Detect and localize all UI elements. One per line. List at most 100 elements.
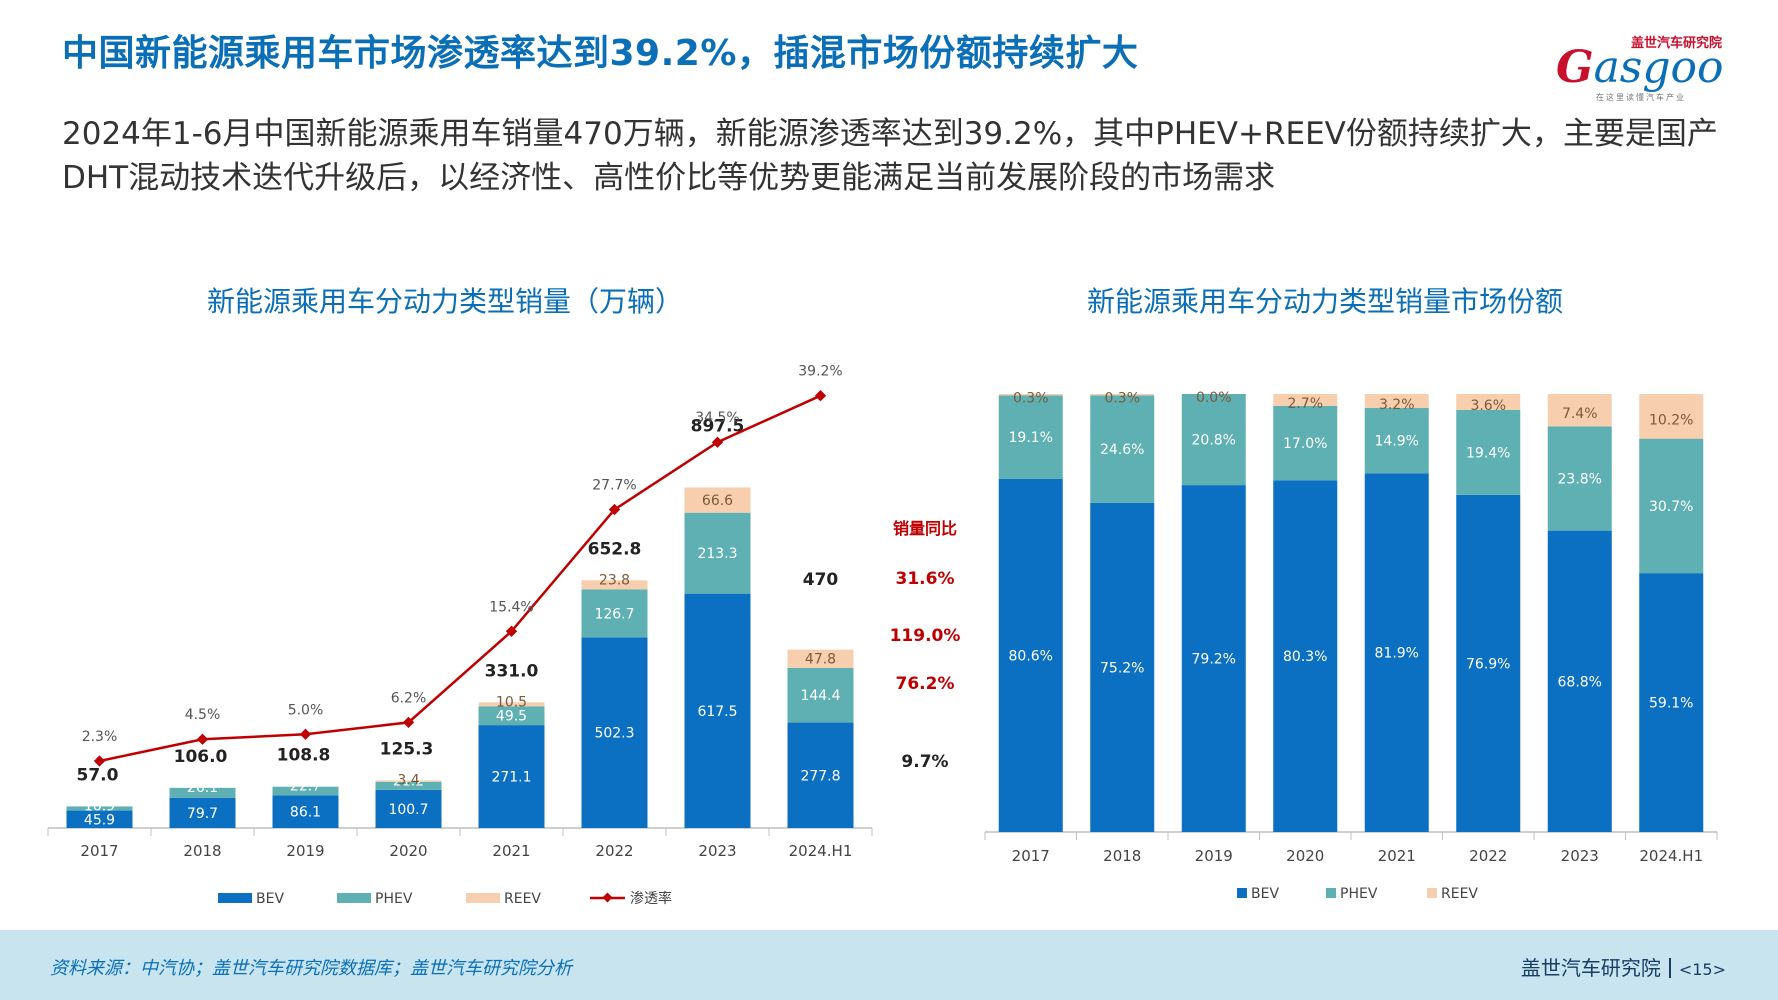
bar-reev bbox=[478, 702, 545, 707]
bar-reev bbox=[375, 780, 442, 782]
penetration-point bbox=[196, 733, 209, 745]
x-tick-label: 2017 bbox=[1012, 847, 1050, 865]
bar-reev bbox=[684, 487, 751, 513]
x-tick-label: 2019 bbox=[286, 842, 324, 860]
bar-phev bbox=[169, 787, 236, 798]
bar-bev bbox=[1456, 494, 1521, 832]
share-label: 0.3% bbox=[1013, 391, 1049, 407]
share-label: 7.4% bbox=[1562, 406, 1598, 422]
bar-phev bbox=[581, 589, 648, 638]
bar-bev bbox=[375, 789, 442, 828]
bar-phev bbox=[375, 781, 442, 790]
penetration-label: 2.3% bbox=[82, 729, 118, 745]
bar-bev bbox=[1364, 473, 1429, 832]
bar-bev bbox=[1639, 573, 1704, 832]
legend-swatch-phev bbox=[1326, 888, 1336, 898]
bar-reev bbox=[1547, 394, 1612, 427]
legend-label: BEV bbox=[256, 891, 284, 907]
data-label: 100.7 bbox=[388, 802, 428, 818]
data-label: 271.1 bbox=[491, 770, 531, 786]
share-label: 76.9% bbox=[1466, 656, 1510, 672]
page-subtitle: 2024年1-6月中国新能源乘用车销量470万辆，新能源渗透率达到39.2%，其… bbox=[62, 116, 1718, 196]
share-label: 68.8% bbox=[1558, 674, 1602, 690]
share-label: 3.2% bbox=[1379, 397, 1415, 413]
share-label: 59.1% bbox=[1649, 696, 1693, 712]
share-label: 19.4% bbox=[1466, 445, 1510, 461]
share-label: 10.2% bbox=[1649, 412, 1693, 428]
data-label: 79.7 bbox=[187, 806, 218, 822]
bar-phev bbox=[1639, 438, 1704, 574]
share-label: 2.7% bbox=[1287, 396, 1323, 412]
total-label: 106.0 bbox=[174, 747, 228, 767]
total-label: 125.3 bbox=[380, 739, 434, 759]
bar-bev bbox=[684, 593, 751, 828]
legend-label: 渗透率 bbox=[630, 890, 672, 907]
bar-reev bbox=[1090, 394, 1155, 396]
penetration-point bbox=[299, 728, 312, 740]
bar-reev bbox=[1639, 394, 1704, 439]
bar-bev bbox=[272, 795, 339, 828]
x-tick-label: 2017 bbox=[80, 842, 118, 860]
data-label: 3.4 bbox=[397, 772, 419, 788]
yoy-value: 76.2% bbox=[896, 674, 955, 694]
share-label: 80.3% bbox=[1283, 649, 1327, 665]
x-tick-label: 2022 bbox=[595, 842, 633, 860]
share-label: 19.1% bbox=[1009, 430, 1053, 446]
total-label: 897.5 bbox=[691, 416, 745, 436]
bar-reev bbox=[1273, 394, 1338, 406]
data-label: 47.8 bbox=[805, 652, 836, 668]
legend-label: PHEV bbox=[1340, 886, 1378, 902]
data-label: 45.9 bbox=[84, 812, 115, 828]
yoy-title: 销量同比 bbox=[893, 519, 957, 538]
share-label: 20.8% bbox=[1192, 433, 1236, 449]
right-chart-title: 新能源乘用车分动力类型销量市场份额 bbox=[1086, 285, 1564, 318]
penetration-label: 4.5% bbox=[185, 707, 221, 723]
x-tick-label: 2022 bbox=[1469, 847, 1507, 865]
bar-reev bbox=[1364, 394, 1429, 409]
share-label: 0.3% bbox=[1104, 391, 1140, 407]
yoy-value: 119.0% bbox=[890, 626, 961, 646]
share-label: 23.8% bbox=[1558, 472, 1602, 488]
data-label: 66.6 bbox=[702, 493, 733, 509]
x-tick-label: 2021 bbox=[1378, 847, 1416, 865]
x-tick-label: 2021 bbox=[492, 842, 530, 860]
share-label: 75.2% bbox=[1100, 660, 1144, 676]
penetration-label: 39.2% bbox=[798, 364, 842, 380]
penetration-label: 27.7% bbox=[592, 478, 636, 494]
data-label: 213.3 bbox=[697, 546, 737, 562]
bar-reev bbox=[787, 649, 854, 668]
bar-bev bbox=[581, 637, 648, 828]
total-label: 57.0 bbox=[77, 765, 119, 785]
x-tick-label: 2018 bbox=[183, 842, 221, 860]
legend-label: REEV bbox=[1441, 886, 1478, 902]
penetration-label: 5.0% bbox=[288, 702, 324, 718]
share-label: 30.7% bbox=[1649, 499, 1693, 515]
data-label: 22.7 bbox=[290, 779, 321, 795]
data-label: 26.1 bbox=[187, 780, 218, 796]
bar-bev bbox=[1090, 502, 1155, 832]
share-label: 0.0% bbox=[1196, 390, 1232, 406]
legend-label: REEV bbox=[504, 891, 541, 907]
x-tick-label: 2020 bbox=[389, 842, 427, 860]
logo-cn: 盖世汽车研究院 bbox=[1630, 36, 1722, 51]
bar-bev bbox=[787, 722, 854, 828]
footer-bar: 资料来源：中汽协；盖世汽车研究院数据库；盖世汽车研究院分析 盖世汽车研究院 <15… bbox=[0, 930, 1778, 1000]
logo-tagline: 在这里读懂汽车产业 bbox=[1596, 93, 1686, 102]
penetration-point bbox=[402, 716, 415, 729]
bar-phev bbox=[1547, 426, 1612, 531]
share-stacked-bar-chart: 80.6% 19.1% 0.3% 2017 75.2% 24.6% 0.3% 2018 79.2… bbox=[984, 390, 1718, 902]
bar-phev bbox=[1181, 394, 1246, 486]
penetration-point bbox=[711, 436, 724, 448]
bar-bev bbox=[1273, 480, 1338, 832]
logo-en: Gasgoo bbox=[1556, 42, 1724, 93]
bar-phev bbox=[1273, 405, 1338, 481]
data-label: 86.1 bbox=[290, 805, 321, 821]
share-label: 14.9% bbox=[1375, 434, 1419, 450]
yoy-value: 9.7% bbox=[901, 752, 948, 772]
share-label: 24.6% bbox=[1100, 442, 1144, 458]
bar-bev bbox=[169, 797, 236, 828]
left-chart-title: 新能源乘用车分动力类型销量（万辆） bbox=[206, 285, 684, 318]
penetration-label: 15.4% bbox=[489, 599, 533, 615]
penetration-point bbox=[608, 503, 621, 516]
x-tick-label: 2023 bbox=[1561, 847, 1599, 865]
